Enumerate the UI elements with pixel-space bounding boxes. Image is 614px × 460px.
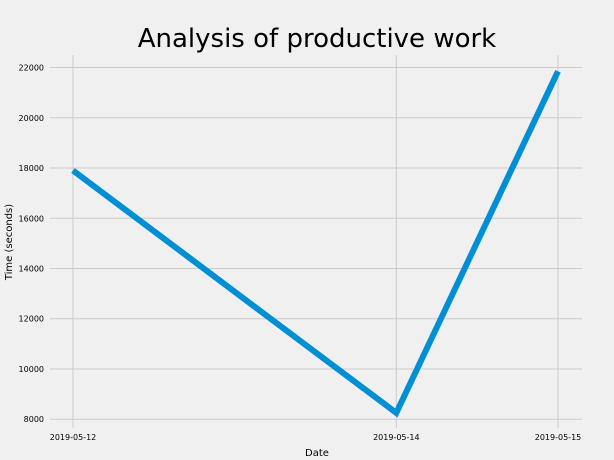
tick-labels: 8000 10000 12000 14000 16000 18000 20000 22000 2…	[19, 64, 582, 442]
y-tick-label: 22000	[19, 64, 44, 73]
y-tick-label: 16000	[19, 214, 44, 223]
x-tick-label: 2019-05-12	[50, 433, 97, 442]
y-tick-label: 8000	[24, 415, 44, 424]
series-line	[71, 70, 561, 418]
chart-title: Analysis of productive work	[138, 24, 497, 54]
y-tick-label: 14000	[19, 265, 44, 274]
series-layer	[71, 70, 561, 418]
y-tick-label: 20000	[19, 114, 44, 123]
grid-lines	[50, 55, 582, 428]
y-axis-label: Time (seconds)	[4, 204, 15, 281]
x-tick-label: 2019-05-14	[373, 433, 420, 442]
x-axis-label: Date	[305, 448, 329, 459]
y-tick-label: 10000	[19, 365, 44, 374]
y-tick-label: 18000	[19, 164, 44, 173]
y-tick-label: 12000	[19, 315, 44, 324]
x-tick-label: 2019-05-15	[535, 433, 582, 442]
